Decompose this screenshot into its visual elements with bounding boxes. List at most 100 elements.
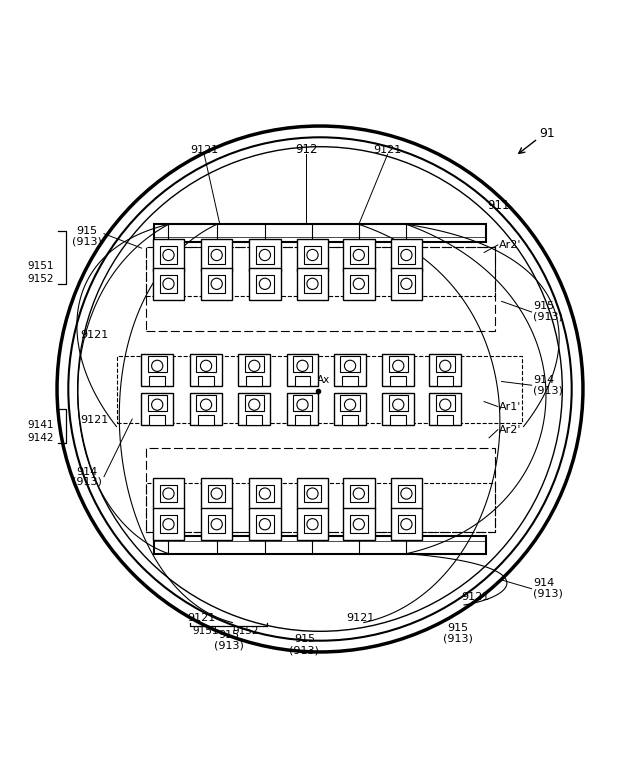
Circle shape xyxy=(211,279,222,289)
Bar xyxy=(153,268,184,300)
Bar xyxy=(342,377,358,386)
Bar xyxy=(334,355,366,386)
Bar xyxy=(383,393,414,425)
Text: 915: 915 xyxy=(447,623,468,633)
Bar xyxy=(149,377,165,386)
Bar xyxy=(201,268,232,300)
Text: (913): (913) xyxy=(72,477,102,487)
Text: (913): (913) xyxy=(533,589,563,599)
Text: 9121: 9121 xyxy=(374,145,402,155)
Bar xyxy=(256,275,274,293)
Circle shape xyxy=(259,250,271,261)
Circle shape xyxy=(307,279,318,289)
Bar xyxy=(208,275,225,293)
Bar xyxy=(208,485,225,503)
Text: 915: 915 xyxy=(294,634,315,644)
Bar xyxy=(397,485,415,503)
Text: 9121: 9121 xyxy=(187,612,215,622)
Bar xyxy=(297,268,328,300)
Text: 9152: 9152 xyxy=(233,626,259,636)
Bar xyxy=(297,239,328,271)
Bar xyxy=(340,395,360,411)
Bar xyxy=(297,478,328,510)
Bar xyxy=(116,356,522,423)
Circle shape xyxy=(297,360,308,371)
Bar xyxy=(190,393,222,425)
Bar xyxy=(343,268,374,300)
Text: 9151: 9151 xyxy=(193,626,220,636)
Circle shape xyxy=(200,360,212,371)
Bar xyxy=(201,239,232,271)
Bar xyxy=(246,415,262,425)
Text: Ar1': Ar1' xyxy=(499,401,522,412)
Text: 9121: 9121 xyxy=(81,330,109,339)
Bar xyxy=(239,355,270,386)
Text: 9121: 9121 xyxy=(461,592,490,602)
Bar xyxy=(350,516,367,533)
Bar xyxy=(249,509,281,540)
Circle shape xyxy=(353,488,364,499)
Bar xyxy=(198,415,214,425)
Text: (913): (913) xyxy=(443,634,473,644)
Text: (913): (913) xyxy=(533,385,563,395)
Circle shape xyxy=(440,360,451,371)
Text: (913): (913) xyxy=(533,312,563,322)
Bar xyxy=(160,247,177,264)
Bar xyxy=(146,448,495,531)
Circle shape xyxy=(344,399,356,410)
Circle shape xyxy=(353,279,364,289)
Bar xyxy=(390,509,422,540)
Text: 915: 915 xyxy=(533,301,554,311)
Bar xyxy=(146,247,495,331)
Bar xyxy=(293,356,312,372)
Circle shape xyxy=(249,399,260,410)
Bar xyxy=(343,509,374,540)
Circle shape xyxy=(393,399,404,410)
Bar xyxy=(208,516,225,533)
Bar xyxy=(334,393,366,425)
Bar xyxy=(154,536,486,554)
Bar xyxy=(436,395,455,411)
Text: 9151: 9151 xyxy=(28,261,54,271)
Bar xyxy=(198,377,214,386)
Bar xyxy=(149,415,165,425)
Text: 914: 914 xyxy=(533,578,554,588)
Circle shape xyxy=(401,519,412,530)
Bar xyxy=(437,415,453,425)
Bar xyxy=(390,239,422,271)
Circle shape xyxy=(152,399,163,410)
Text: (913): (913) xyxy=(72,237,102,247)
Circle shape xyxy=(249,360,260,371)
Bar xyxy=(350,275,367,293)
Circle shape xyxy=(307,250,318,261)
Bar xyxy=(343,239,374,271)
Circle shape xyxy=(163,250,174,261)
Text: Ax: Ax xyxy=(317,375,330,384)
Text: 91: 91 xyxy=(539,127,554,140)
Text: 9142: 9142 xyxy=(28,433,54,443)
Bar xyxy=(437,377,453,386)
Bar xyxy=(294,415,310,425)
Bar xyxy=(256,516,274,533)
Text: (913): (913) xyxy=(214,641,244,650)
Text: 912: 912 xyxy=(295,143,317,156)
Text: 9121: 9121 xyxy=(347,612,375,622)
Bar xyxy=(160,485,177,503)
Bar xyxy=(340,356,360,372)
Circle shape xyxy=(259,488,271,499)
Bar xyxy=(208,247,225,264)
Bar xyxy=(342,415,358,425)
Bar xyxy=(154,224,486,242)
Bar xyxy=(201,478,232,510)
Bar xyxy=(201,509,232,540)
Text: 9121: 9121 xyxy=(81,415,109,426)
Circle shape xyxy=(401,279,412,289)
Bar xyxy=(390,268,422,300)
Bar xyxy=(244,395,264,411)
Circle shape xyxy=(353,250,364,261)
Bar xyxy=(297,509,328,540)
Circle shape xyxy=(259,519,271,530)
Bar xyxy=(287,355,318,386)
Bar xyxy=(390,478,422,510)
Bar xyxy=(148,356,167,372)
